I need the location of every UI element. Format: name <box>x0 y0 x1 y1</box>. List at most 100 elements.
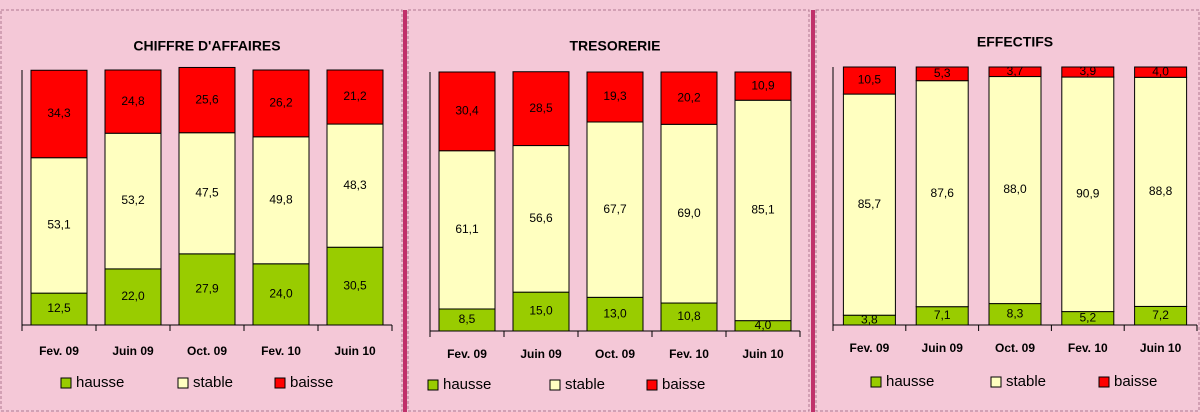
x-tick-label: Juin 09 <box>520 347 562 361</box>
bar-segment <box>104 69 162 134</box>
bar-segment <box>438 71 496 152</box>
panel-border <box>0 9 403 412</box>
value-label: 8,3 <box>1007 306 1024 320</box>
bar-segment <box>1061 66 1115 78</box>
value-label: 21,2 <box>343 89 367 103</box>
x-tick-label: Juin 10 <box>742 347 784 361</box>
value-label: 4,0 <box>755 318 772 332</box>
x-tick-label: Fev. 10 <box>261 344 301 358</box>
x-tick-label: Fev. 10 <box>1068 341 1108 355</box>
bar-segment <box>842 93 896 316</box>
value-label: 90,9 <box>1076 186 1100 200</box>
x-tick-label: Oct. 09 <box>187 344 227 358</box>
legend-swatch <box>427 379 439 391</box>
value-label: 30,5 <box>343 278 367 292</box>
x-tick-label: Juin 09 <box>922 341 964 355</box>
bar-segment <box>660 302 718 332</box>
bar-segment <box>252 263 310 326</box>
legend-swatch <box>990 376 1002 388</box>
x-tick-label: Juin 10 <box>334 344 376 358</box>
legend-swatch <box>646 379 658 391</box>
value-label: 5,3 <box>934 66 951 80</box>
value-label: 7,2 <box>1152 308 1169 322</box>
bar-segment <box>660 71 718 125</box>
bar-segment <box>104 132 162 270</box>
bar-segment <box>915 80 969 308</box>
legend-label: baisse <box>1114 373 1157 390</box>
legend-label: hausse <box>443 376 491 393</box>
value-label: 53,2 <box>121 193 145 207</box>
value-label: 88,0 <box>1003 182 1027 196</box>
value-label: 3,7 <box>1007 64 1024 78</box>
legend-label: hausse <box>886 373 934 390</box>
x-tick-label: Fev. 10 <box>669 347 709 361</box>
bar-segment <box>988 66 1042 78</box>
bar-segment <box>104 268 162 326</box>
value-label: 69,0 <box>677 206 701 220</box>
bar-segment <box>512 291 570 332</box>
value-label: 12,5 <box>47 301 71 315</box>
value-label: 15,0 <box>529 304 553 318</box>
bar-segment <box>586 71 644 123</box>
bar-segment <box>252 69 310 138</box>
panel-border <box>815 9 1200 412</box>
bar-segment <box>842 66 896 95</box>
legend-label: stable <box>193 374 233 391</box>
value-label: 88,8 <box>1149 184 1173 198</box>
value-label: 25,6 <box>195 92 219 106</box>
x-tick-label: Juin 09 <box>112 344 154 358</box>
bar-segment <box>1134 66 1188 78</box>
value-label: 4,0 <box>1152 64 1169 78</box>
value-label: 19,3 <box>603 89 627 103</box>
legend-label: stable <box>1006 373 1046 390</box>
legend-label: baisse <box>290 374 333 391</box>
legend-swatch <box>870 376 882 388</box>
bar-segment <box>30 157 88 294</box>
value-label: 85,1 <box>751 203 775 217</box>
x-tick-label: Fev. 09 <box>447 347 487 361</box>
chart-title: TRESORERIE <box>569 38 660 54</box>
chart-title: CHIFFRE D'AFFAIRES <box>133 38 280 54</box>
x-tick-label: Oct. 09 <box>995 341 1035 355</box>
value-label: 7,1 <box>934 308 951 322</box>
value-label: 48,3 <box>343 178 367 192</box>
divider <box>811 10 815 412</box>
value-label: 56,6 <box>529 211 553 225</box>
bar-segment <box>915 66 969 82</box>
x-tick-label: Fev. 09 <box>39 344 79 358</box>
bar-segment <box>512 71 570 147</box>
x-tick-label: Juin 10 <box>1140 341 1182 355</box>
value-label: 3,9 <box>1079 64 1096 78</box>
value-label: 28,5 <box>529 101 553 115</box>
value-label: 24,0 <box>269 287 293 301</box>
value-label: 22,0 <box>121 289 145 303</box>
value-label: 27,9 <box>195 282 219 296</box>
legend-swatch <box>60 377 72 389</box>
legend-label: baisse <box>662 376 705 393</box>
value-label: 10,5 <box>858 73 882 87</box>
panel-border <box>407 9 810 412</box>
bar-segment <box>252 136 310 265</box>
bar-segment <box>988 76 1042 305</box>
value-label: 8,5 <box>459 312 476 326</box>
bar-segment <box>1134 76 1188 307</box>
value-label: 87,6 <box>931 186 955 200</box>
bar-segment <box>30 69 88 159</box>
bar-segment <box>660 123 718 304</box>
bar-segment <box>178 132 236 255</box>
value-label: 49,8 <box>269 192 293 206</box>
value-label: 67,7 <box>603 202 627 216</box>
bar-segment <box>326 69 384 125</box>
legend-label: stable <box>565 376 605 393</box>
legend-swatch <box>1098 376 1110 388</box>
value-label: 85,7 <box>858 197 882 211</box>
bar-segment <box>438 150 496 310</box>
value-label: 13,0 <box>603 306 627 320</box>
value-label: 53,1 <box>47 218 71 232</box>
value-label: 34,3 <box>47 106 71 120</box>
legend-label: hausse <box>76 374 124 391</box>
value-label: 26,2 <box>269 96 293 110</box>
bar-segment <box>326 246 384 326</box>
value-label: 47,5 <box>195 185 219 199</box>
